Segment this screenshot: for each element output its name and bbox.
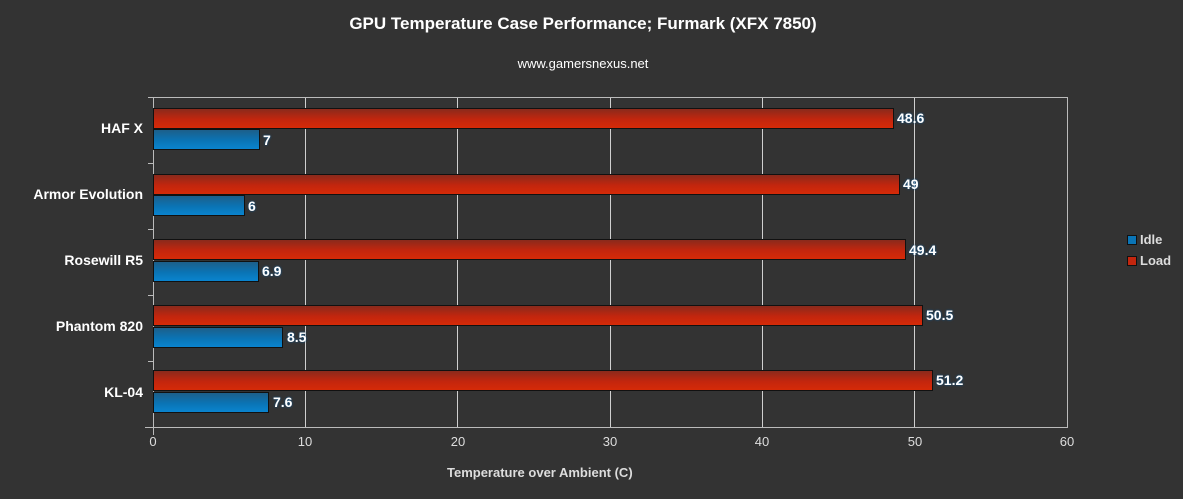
gridline bbox=[305, 98, 306, 428]
idle-value-label: 6 bbox=[248, 198, 256, 214]
idle-value-label: 8.5 bbox=[287, 329, 307, 345]
load-value-label: 49 bbox=[903, 176, 919, 192]
load-bar[interactable] bbox=[153, 239, 906, 260]
category-label: Phantom 820 bbox=[55, 318, 143, 334]
x-tick-label: 50 bbox=[907, 434, 923, 449]
idle-value-label: 6.9 bbox=[262, 263, 282, 279]
y-tick bbox=[148, 229, 154, 230]
gridline bbox=[457, 98, 458, 428]
load-value-label: 48.6 bbox=[897, 110, 925, 126]
idle-value-label: 7 bbox=[263, 132, 271, 148]
x-tick-label: 30 bbox=[602, 434, 618, 449]
load-bar[interactable] bbox=[153, 305, 923, 326]
load-value-label: 51.2 bbox=[936, 372, 964, 388]
category-label: Armor Evolution bbox=[33, 186, 143, 202]
x-tick-label: 40 bbox=[754, 434, 770, 449]
category-label: KL-04 bbox=[104, 384, 143, 400]
legend: Idle Load bbox=[1127, 229, 1171, 271]
idle-bar[interactable] bbox=[153, 392, 269, 413]
idle-bar[interactable] bbox=[153, 129, 260, 150]
legend-label: Idle bbox=[1140, 232, 1163, 247]
idle-bar[interactable] bbox=[153, 327, 283, 348]
chart-subtitle: www.gamersnexus.net bbox=[517, 56, 649, 71]
idle-bar[interactable] bbox=[153, 195, 245, 216]
gridline bbox=[762, 98, 763, 428]
x-tick-label: 20 bbox=[450, 434, 466, 449]
category-label: Rosewill R5 bbox=[64, 252, 143, 268]
x-tick-label: 0 bbox=[149, 434, 157, 449]
load-value-label: 50.5 bbox=[926, 307, 954, 323]
plot-area bbox=[153, 97, 1068, 428]
y-tick bbox=[148, 295, 154, 296]
gridline bbox=[610, 98, 611, 428]
x-axis bbox=[145, 427, 1068, 428]
idle-value-label: 7.6 bbox=[273, 394, 293, 410]
x-tick-label: 60 bbox=[1059, 434, 1075, 449]
load-bar[interactable] bbox=[153, 370, 933, 391]
y-tick bbox=[148, 361, 154, 362]
load-bar[interactable] bbox=[153, 174, 900, 195]
load-value-label: 49.4 bbox=[909, 242, 937, 258]
legend-item-idle[interactable]: Idle bbox=[1127, 229, 1171, 250]
legend-item-load[interactable]: Load bbox=[1127, 250, 1171, 271]
chart-title: GPU Temperature Case Performance; Furmar… bbox=[349, 14, 817, 33]
y-tick bbox=[148, 97, 154, 98]
x-tick-label: 10 bbox=[297, 434, 313, 449]
gridline bbox=[914, 98, 915, 428]
legend-label: Load bbox=[1140, 253, 1172, 268]
category-label: HAF X bbox=[101, 120, 143, 136]
load-bar[interactable] bbox=[153, 108, 894, 129]
x-axis-label: Temperature over Ambient (C) bbox=[447, 465, 633, 480]
idle-swatch-icon bbox=[1127, 234, 1137, 245]
load-swatch-icon bbox=[1127, 255, 1137, 266]
y-tick bbox=[148, 163, 154, 164]
idle-bar[interactable] bbox=[153, 261, 259, 282]
